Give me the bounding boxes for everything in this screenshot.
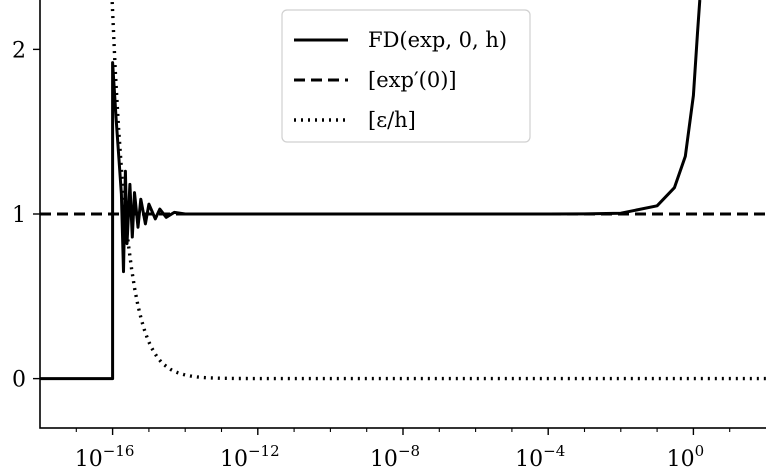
legend-box xyxy=(281,9,531,143)
y-tick-label: 0 xyxy=(12,368,26,393)
x-tick-label: 10−16 xyxy=(75,442,135,472)
legend-label-2: [exp′(0)] xyxy=(368,68,457,92)
series-line-3 xyxy=(110,0,766,381)
x-tick-label: 10−8 xyxy=(370,442,420,472)
legend: FD(exp, 0, h) [exp′(0)] [ε/h] xyxy=(281,9,531,143)
legend-label-3: [ε/h] xyxy=(368,108,416,132)
y-tick-label: 2 xyxy=(12,38,26,63)
x-tick-label: 10−12 xyxy=(220,442,280,472)
series-line-1 xyxy=(40,0,702,381)
y-tick-label: 1 xyxy=(12,203,26,228)
chart-marks xyxy=(40,0,766,381)
x-tick-label: 10−4 xyxy=(515,442,565,472)
axis-ticks: 10−16 10−12 10−8 10−4 100 0 1 2 xyxy=(12,38,731,472)
x-tick-label: 100 xyxy=(667,442,705,472)
legend-label-1: FD(exp, 0, h) xyxy=(368,28,507,52)
axes-frame xyxy=(39,0,766,429)
